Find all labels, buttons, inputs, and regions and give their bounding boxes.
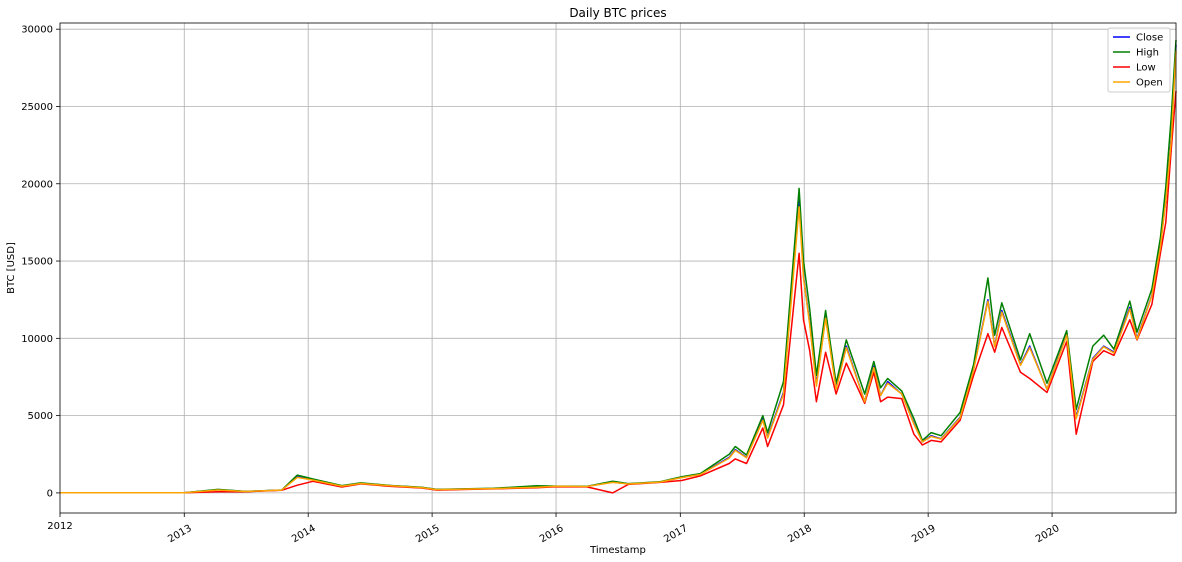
x-tick-label: 2012 bbox=[47, 521, 72, 532]
y-tick-label: 15000 bbox=[21, 257, 53, 268]
x-axis-label: Timestamp bbox=[589, 545, 646, 556]
legend-entry-high: High bbox=[1136, 48, 1159, 59]
y-axis-label: BTC [USD] bbox=[6, 242, 17, 294]
y-tick-label: 25000 bbox=[21, 102, 53, 113]
series-lines bbox=[59, 39, 1177, 494]
series-line-open bbox=[59, 50, 1177, 494]
y-tick-label: 20000 bbox=[21, 179, 53, 190]
y-axis: 0 5000 10000 15000 20000 25000 30000 bbox=[21, 25, 60, 499]
legend: Close High Low Open bbox=[1107, 27, 1171, 93]
legend-box bbox=[1107, 27, 1171, 93]
chart-title: Daily BTC prices bbox=[569, 6, 666, 20]
y-tick-label: 10000 bbox=[21, 334, 53, 345]
plot-frame bbox=[59, 22, 1177, 514]
y-tick-label: 0 bbox=[47, 488, 53, 499]
y-tick-label: 30000 bbox=[21, 25, 53, 36]
y-tick-label: 5000 bbox=[28, 411, 53, 422]
legend-entry-low: Low bbox=[1136, 63, 1156, 74]
legend-entry-close: Close bbox=[1136, 33, 1163, 44]
grid bbox=[60, 23, 1176, 513]
legend-entry-open: Open bbox=[1136, 78, 1163, 89]
